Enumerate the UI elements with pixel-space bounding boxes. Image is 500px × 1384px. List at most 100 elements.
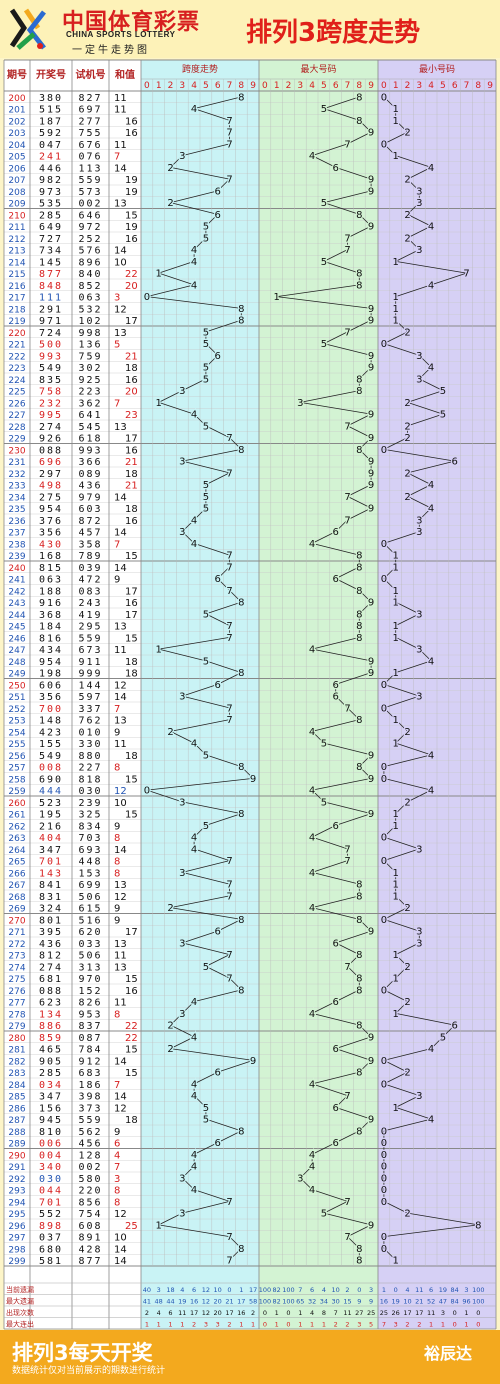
draw-number-cell: 973 <box>39 187 63 198</box>
min-point: 0 <box>381 1162 387 1173</box>
sum-value-cell: 15 <box>125 633 138 644</box>
max-segment <box>312 648 372 662</box>
sum-value-cell: 16 <box>125 516 138 527</box>
digit-header: 2 <box>405 81 411 91</box>
sum-value-cell: 13 <box>114 880 127 891</box>
max-point: 5 <box>321 104 327 115</box>
span-segment <box>217 919 242 932</box>
period-cell: 245 <box>8 623 25 633</box>
period-cell: 251 <box>8 693 25 703</box>
min-point: 0 <box>381 985 387 996</box>
sum-value-cell: 9 <box>114 915 120 926</box>
max-point: 3 <box>297 1173 303 1184</box>
draw-number-cell: 145 <box>39 257 63 268</box>
test-number-cell: 087 <box>78 1033 102 1044</box>
period-cell: 200 <box>8 94 25 104</box>
sum-value-cell: 12 <box>114 892 127 903</box>
min-point: 1 <box>393 880 399 891</box>
min-segment <box>383 1071 408 1085</box>
test-number-cell: 033 <box>78 939 102 950</box>
span-segment <box>205 355 218 368</box>
test-number-cell: 911 <box>78 657 102 668</box>
max-point: 9 <box>368 750 374 761</box>
sum-value-cell: 14 <box>114 246 127 257</box>
min-point: 2 <box>404 433 410 444</box>
sum-value-cell: 11 <box>114 140 127 151</box>
period-cell: 247 <box>8 646 25 656</box>
max-segment <box>311 1001 336 1014</box>
footer-bar <box>0 1330 500 1384</box>
span-segment <box>182 1177 195 1190</box>
span-stat-value: 0 <box>227 1286 231 1294</box>
stat-label: 出现次数 <box>6 1308 34 1317</box>
draw-number-cell: 376 <box>39 516 63 527</box>
stat-label: 当前遗漏 <box>6 1285 34 1294</box>
draw-number-cell: 810 <box>39 1127 63 1138</box>
test-number-cell: 703 <box>78 833 102 844</box>
draw-number-cell: 500 <box>39 340 63 351</box>
max-stat-value: 10 <box>332 1286 340 1294</box>
period-cell: 236 <box>8 517 25 527</box>
test-number-cell: 762 <box>78 716 102 727</box>
test-number-cell: 912 <box>78 1056 102 1067</box>
span-stat-value: 6 <box>168 1309 172 1317</box>
max-point: 8 <box>356 92 362 103</box>
min-point: 1 <box>393 974 399 985</box>
max-point: 7 <box>344 515 350 526</box>
span-stat-value: 2 <box>145 1309 149 1317</box>
period-cell: 274 <box>8 963 25 973</box>
max-segment <box>335 578 360 591</box>
min-stat-value: 0 <box>453 1309 457 1317</box>
draw-number-cell: 581 <box>39 1256 63 1267</box>
max-stat-value: 2 <box>345 1321 349 1329</box>
test-number-cell: 358 <box>78 539 102 550</box>
period-cell: 299 <box>8 1257 25 1267</box>
max-segment <box>359 214 372 227</box>
min-segment <box>383 695 420 709</box>
draw-number-cell: 701 <box>39 857 63 868</box>
span-point: 7 <box>226 128 232 139</box>
min-point: 2 <box>404 903 410 914</box>
max-stat-value: 1 <box>275 1321 279 1329</box>
span-point: 4 <box>191 245 197 256</box>
min-stat-value: 11 <box>427 1309 435 1317</box>
span-point: 7 <box>226 175 232 186</box>
span-point: 7 <box>226 1256 232 1267</box>
max-segment <box>311 155 336 168</box>
span-segment <box>158 272 195 286</box>
test-number-cell: 472 <box>78 575 102 586</box>
span-segment <box>146 777 254 791</box>
test-number-cell: 457 <box>78 528 102 539</box>
period-cell: 246 <box>8 634 25 644</box>
max-point: 4 <box>309 786 315 797</box>
min-stat-value: 11 <box>415 1286 423 1294</box>
max-point: 8 <box>356 633 362 644</box>
span-point: 3 <box>179 1009 185 1020</box>
min-segment <box>395 249 420 262</box>
test-number-cell: 010 <box>78 727 102 738</box>
max-point: 7 <box>344 703 350 714</box>
min-point: 3 <box>416 938 422 949</box>
period-cell: 243 <box>8 599 25 609</box>
span-segment <box>182 448 242 462</box>
span-point: 0 <box>144 292 150 303</box>
min-stat-value: 19 <box>439 1286 447 1294</box>
sum-value-cell: 8 <box>114 1197 120 1208</box>
draw-number-cell: 724 <box>39 328 63 339</box>
span-point: 4 <box>191 257 197 268</box>
period-cell: 240 <box>8 564 25 574</box>
test-number-cell: 891 <box>78 1233 102 1244</box>
max-segment <box>311 836 348 850</box>
period-cell: 269 <box>8 905 25 915</box>
span-segment <box>194 96 242 110</box>
period-cell: 282 <box>8 1057 25 1067</box>
test-number-cell: 220 <box>78 1186 102 1197</box>
draw-number-cell: 156 <box>39 1103 63 1114</box>
span-stat-value: 2 <box>227 1321 231 1329</box>
test-number-cell: 697 <box>78 105 102 116</box>
max-stat-value: 9 <box>369 1298 373 1306</box>
span-segment <box>217 566 230 579</box>
draw-number-cell: 434 <box>39 645 63 656</box>
test-number-cell: 559 <box>78 1115 102 1126</box>
test-number-cell: 302 <box>78 363 102 374</box>
